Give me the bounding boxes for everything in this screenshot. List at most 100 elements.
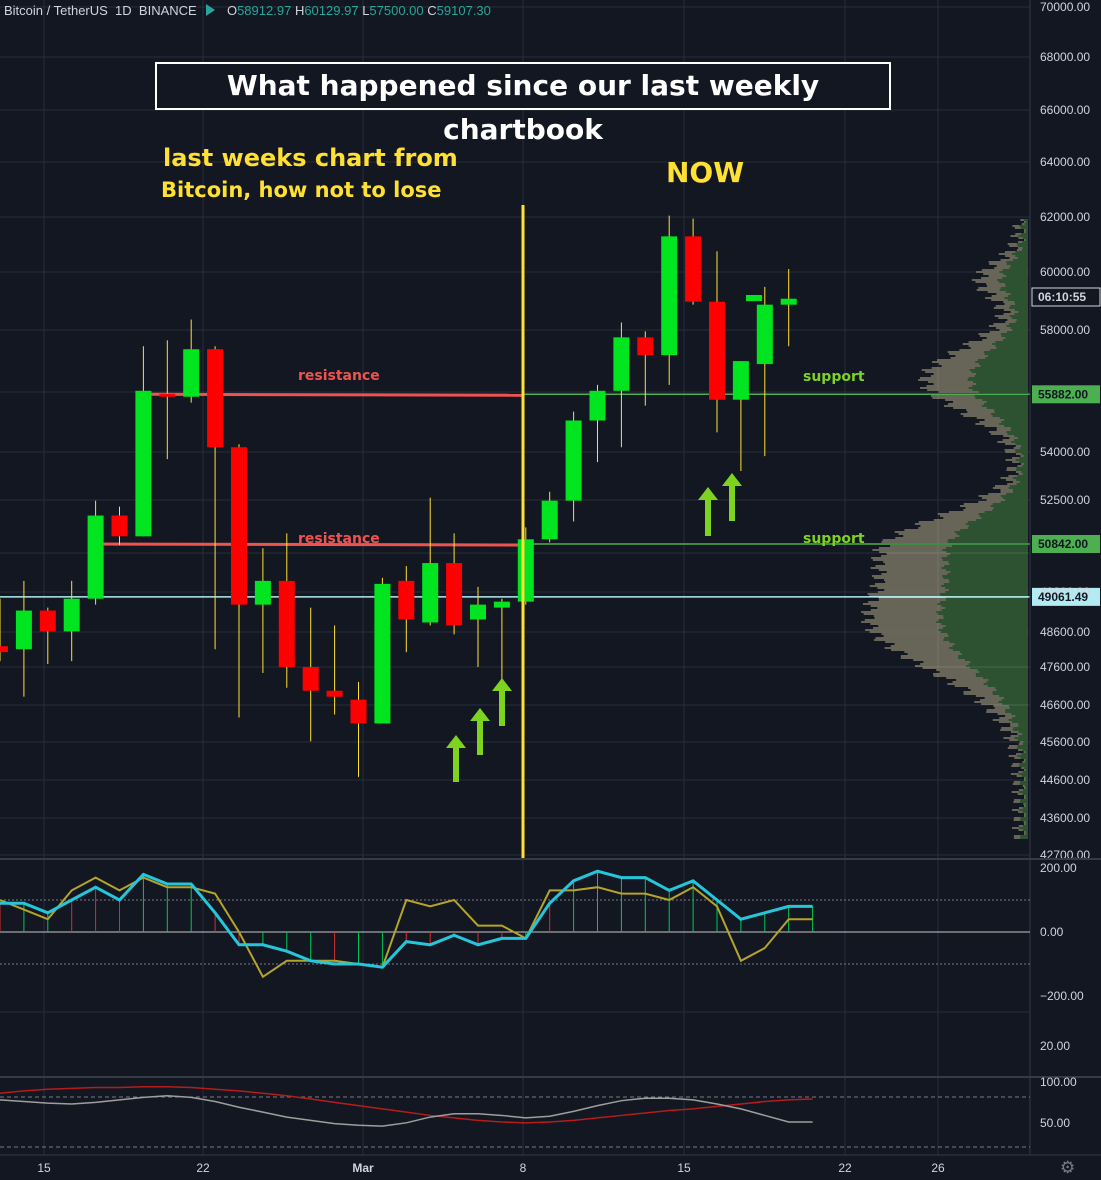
note-line-1[interactable]: last weeks chart from	[163, 144, 458, 172]
price-tick-label: 58000.00	[1040, 323, 1090, 337]
candle	[661, 215, 678, 385]
support-label-upper[interactable]: support	[803, 369, 865, 385]
candle-body	[278, 580, 295, 668]
time-axis-label: 26	[931, 1161, 945, 1175]
symbol-name[interactable]: Bitcoin / TetherUS	[4, 3, 108, 18]
interval[interactable]: 1D	[115, 3, 132, 18]
volume-profile	[861, 219, 1028, 839]
price-badge	[1032, 385, 1100, 404]
price-badge	[1032, 534, 1100, 553]
candle	[159, 340, 176, 460]
candle	[39, 607, 56, 665]
candle	[780, 269, 797, 347]
candle-body	[541, 500, 558, 540]
candle	[63, 580, 80, 662]
chart-title-annotation[interactable]: What happened since our last weekly char…	[155, 62, 891, 146]
candle-body	[565, 420, 582, 501]
candle-body	[159, 393, 176, 397]
candle-body	[302, 667, 319, 691]
candle-body	[637, 337, 654, 356]
green-arrow-icon	[470, 708, 490, 755]
arrow-head	[492, 678, 512, 691]
time-axis-label: 22	[838, 1161, 852, 1175]
price-tick-label: 70000.00	[1040, 0, 1090, 14]
price-tick-label: 54000.00	[1040, 445, 1090, 459]
price-tick-label: 48600.00	[1040, 625, 1090, 639]
candle-body	[422, 563, 439, 623]
osc1-olive-line	[0, 876, 813, 979]
candle	[350, 681, 367, 777]
ohlc-close: 59107.30	[436, 3, 491, 18]
price-tick-label: 52500.00	[1040, 493, 1090, 507]
arrow-head	[470, 708, 490, 721]
candle-body	[589, 390, 606, 421]
arrow-shaft	[499, 688, 505, 726]
candle	[709, 251, 725, 433]
candle	[493, 598, 510, 679]
support-label-lower[interactable]: support	[803, 531, 865, 547]
candle-body	[685, 236, 702, 302]
candle	[637, 331, 654, 406]
candle	[589, 384, 606, 463]
candle	[422, 497, 439, 626]
current-price-marker	[746, 295, 762, 301]
now-label[interactable]: NOW	[666, 156, 745, 189]
candle-body	[709, 301, 725, 400]
candle	[0, 598, 8, 662]
candle	[87, 500, 104, 605]
arrow-shaft	[729, 483, 735, 521]
candle	[541, 491, 558, 543]
candle	[374, 577, 391, 724]
green-arrow-icon	[698, 487, 718, 536]
resistance-label-lower[interactable]: resistance	[298, 531, 380, 547]
price-tick-label: 66000.00	[1040, 103, 1090, 117]
candle	[565, 411, 582, 522]
candle-body	[493, 601, 510, 608]
arrow-shaft	[477, 718, 483, 755]
candle-body	[135, 390, 152, 537]
flag-icon[interactable]	[206, 4, 216, 16]
candle	[207, 346, 224, 650]
candle	[732, 361, 749, 471]
settings-gear-icon[interactable]: ⚙	[1060, 1158, 1076, 1177]
candle	[685, 218, 702, 305]
candle-body	[207, 349, 224, 448]
candle	[446, 533, 463, 635]
time-axis-label: 15	[677, 1161, 691, 1175]
osc1-scale-label: 0.00	[1040, 925, 1064, 939]
price-tick-label: 62000.00	[1040, 210, 1090, 224]
price-tick-label: 43600.00	[1040, 811, 1090, 825]
candle-body	[0, 646, 8, 653]
price-tick-label: 64000.00	[1040, 155, 1090, 169]
candle-body	[780, 298, 797, 305]
candle	[470, 586, 486, 668]
candle-body	[613, 337, 630, 391]
price-badge	[1032, 587, 1100, 606]
osc1-cyan-line	[0, 869, 813, 969]
green-arrow-icon	[492, 678, 512, 726]
oscillator-2	[0, 1085, 1030, 1148]
osc1-scale-label: −200.00	[1040, 989, 1084, 1003]
candle-body	[183, 349, 200, 397]
candle-body	[63, 598, 80, 632]
time-axis-label: 15	[37, 1161, 51, 1175]
time-axis-label: 22	[196, 1161, 210, 1175]
note-line-2[interactable]: Bitcoin, how not to lose	[161, 178, 442, 202]
candle-body	[517, 539, 534, 602]
candle-body	[446, 563, 463, 626]
candle	[254, 548, 271, 673]
resistance-label-upper[interactable]: resistance	[298, 368, 380, 384]
candle-body	[661, 236, 678, 356]
candle	[517, 527, 534, 605]
arrow-head	[446, 735, 466, 748]
arrow-head	[722, 473, 742, 486]
price-badge-label: 50842.00	[1038, 537, 1088, 551]
candle-body	[732, 361, 749, 400]
price-tick-label: 60000.00	[1040, 265, 1090, 279]
price-tick-label: 47600.00	[1040, 660, 1090, 674]
osc2-white-line	[0, 1095, 813, 1127]
candle	[183, 319, 200, 403]
osc2-red-line	[0, 1085, 813, 1124]
arrow-head	[698, 487, 718, 500]
